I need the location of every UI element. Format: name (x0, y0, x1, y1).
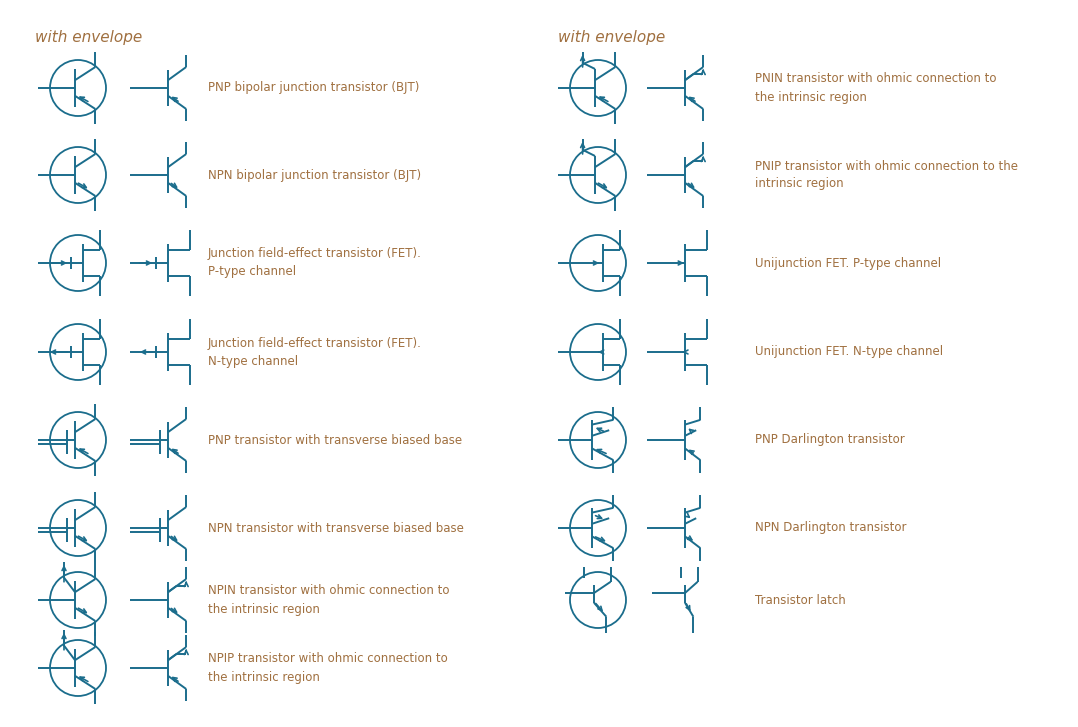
Text: PNIP transistor with ohmic connection to the
intrinsic region: PNIP transistor with ohmic connection to… (755, 159, 1018, 190)
Text: Transistor latch: Transistor latch (755, 593, 846, 606)
Text: NPN Darlington transistor: NPN Darlington transistor (755, 521, 907, 534)
Text: NPIN transistor with ohmic connection to
the intrinsic region: NPIN transistor with ohmic connection to… (208, 585, 450, 616)
Text: PNP transistor with transverse biased base: PNP transistor with transverse biased ba… (208, 433, 462, 446)
Text: Junction field-effect transistor (FET).
P-type channel: Junction field-effect transistor (FET). … (208, 247, 421, 278)
Text: NPIP transistor with ohmic connection to
the intrinsic region: NPIP transistor with ohmic connection to… (208, 653, 447, 683)
Text: with envelope: with envelope (558, 30, 665, 45)
Text: PNP bipolar junction transistor (BJT): PNP bipolar junction transistor (BJT) (208, 81, 419, 95)
Text: Unijunction FET. P-type channel: Unijunction FET. P-type channel (755, 257, 941, 270)
Text: NPN transistor with transverse biased base: NPN transistor with transverse biased ba… (208, 521, 464, 534)
Text: NPN bipolar junction transistor (BJT): NPN bipolar junction transistor (BJT) (208, 169, 421, 182)
Text: Unijunction FET. N-type channel: Unijunction FET. N-type channel (755, 345, 943, 358)
Text: Junction field-effect transistor (FET).
N-type channel: Junction field-effect transistor (FET). … (208, 337, 421, 368)
Text: PNP Darlington transistor: PNP Darlington transistor (755, 433, 904, 446)
Text: with envelope: with envelope (34, 30, 142, 45)
Text: PNIN transistor with ohmic connection to
the intrinsic region: PNIN transistor with ohmic connection to… (755, 73, 996, 103)
